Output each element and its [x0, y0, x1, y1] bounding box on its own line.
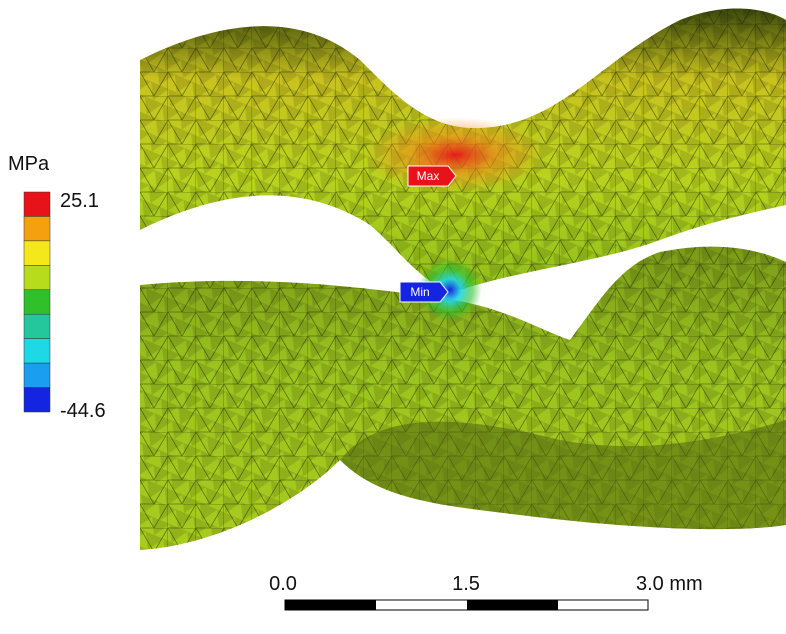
color-swatch [24, 265, 50, 289]
color-swatch [24, 314, 50, 338]
color-swatch [24, 216, 50, 240]
legend-min: -44.6 [60, 400, 106, 422]
color-swatch [24, 290, 50, 314]
scale-label: 0.0 [269, 573, 297, 595]
color-swatch [24, 192, 50, 216]
scale-label: 3.0 mm [636, 573, 703, 595]
legend: MPa 25.1 -44.6 [8, 153, 106, 422]
scale-bar: 0.0 1.5 3.0 mm [269, 573, 703, 610]
max-label: Max [417, 169, 440, 183]
scale-bar-segment [285, 600, 376, 610]
color-swatch [24, 339, 50, 363]
scale-label: 1.5 [452, 573, 480, 595]
lower-body [140, 247, 786, 550]
max-marker: Max [408, 166, 456, 186]
color-swatch [24, 241, 50, 265]
legend-max: 25.1 [60, 190, 99, 212]
min-marker: Min [400, 282, 448, 302]
stress-plot: Max Min MPa 25.1 -44.6 0.0 1.5 3.0 mm [0, 0, 786, 634]
legend-unit: MPa [8, 153, 50, 175]
color-swatch [24, 388, 50, 412]
color-swatch [24, 363, 50, 387]
min-label: Min [410, 285, 429, 299]
scale-bar-segment [467, 600, 558, 610]
